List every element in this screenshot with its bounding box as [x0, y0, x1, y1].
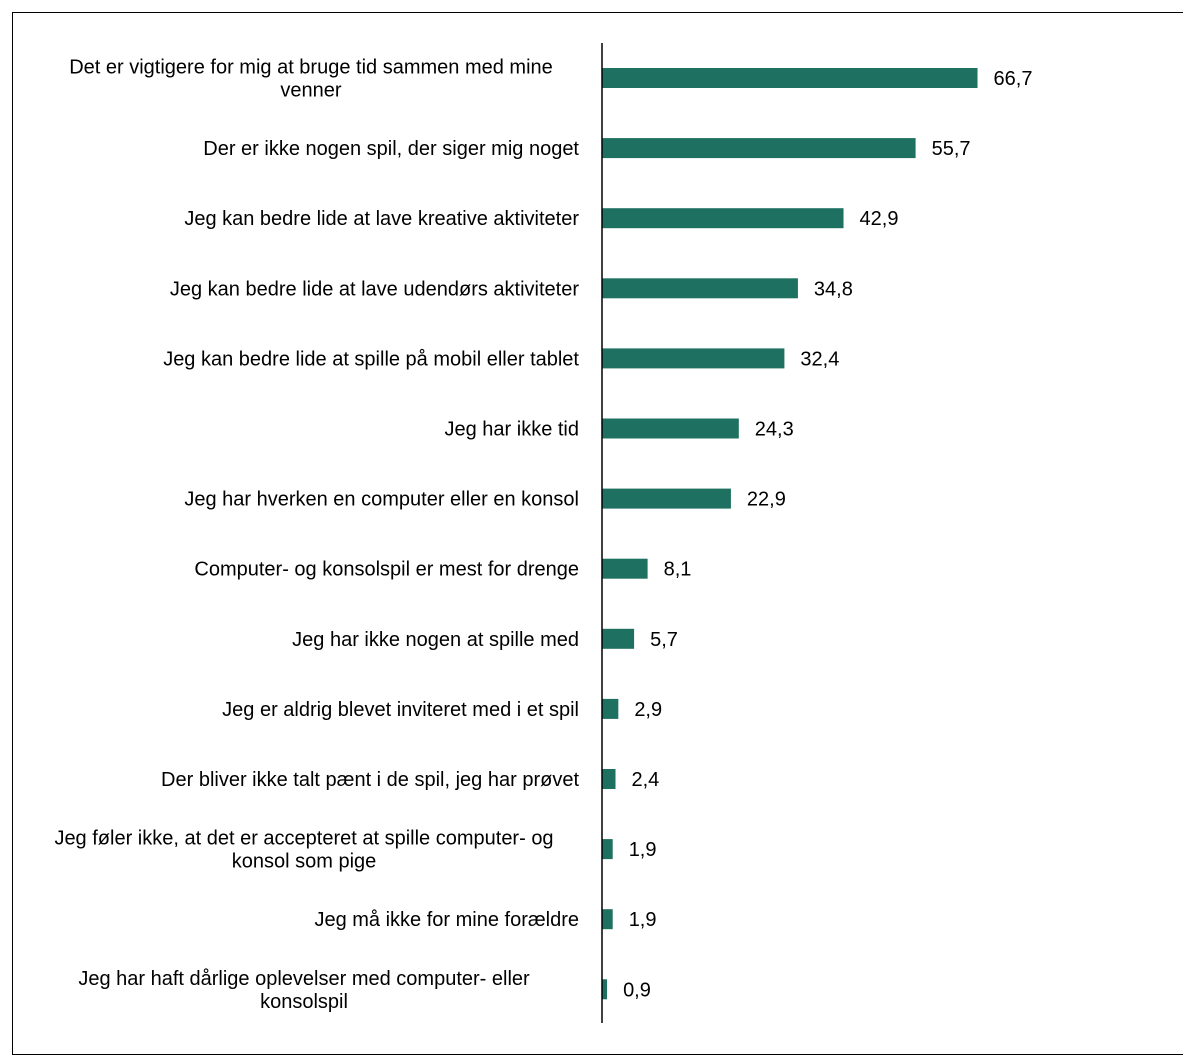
bar	[602, 348, 785, 369]
category-label-line: Det er vigtigere for mig at bruge tid sa…	[69, 57, 553, 79]
bar	[602, 68, 978, 88]
category-label-line: Jeg kan bedre lide at spille på mobil el…	[163, 348, 579, 370]
category-label-line: Der bliver ikke talt pænt i de spil, jeg…	[161, 769, 579, 791]
value-label: 2,9	[634, 699, 662, 721]
category-label-line: Jeg føler ikke, at det er accepteret at …	[54, 828, 553, 850]
value-label: 0,9	[623, 979, 651, 1001]
bar-chart: Det er vigtigere for mig at bruge tid sa…	[54, 43, 1032, 1023]
category-label-line: Jeg har ikke tid	[444, 419, 579, 441]
category-label-line: Computer- og konsolspil er mest for dren…	[194, 559, 579, 581]
value-label: 22,9	[747, 489, 786, 511]
bar	[602, 208, 844, 229]
value-label: 32,4	[800, 348, 839, 370]
value-label: 1,9	[629, 839, 657, 861]
category-label-line: konsol som pige	[232, 851, 377, 873]
category-label-line: Jeg har haft dårlige oplevelser med comp…	[78, 968, 530, 990]
value-label: 34,8	[814, 278, 853, 300]
value-labels: 66,7 55,7 42,9 34,8 32,4 24,3 22,9 8,1 5,7 2,9 2,4…	[623, 68, 1032, 1001]
value-label: 8,1	[664, 559, 692, 581]
category-label: Jeg er aldrig blevet inviteret med i et …	[222, 699, 579, 721]
bar	[602, 138, 916, 159]
category-label-line: Jeg har ikke nogen at spille med	[292, 629, 579, 651]
value-label: 24,3	[755, 419, 794, 441]
bar	[602, 418, 739, 439]
category-label: Der bliver ikke talt pænt i de spil, jeg…	[161, 769, 579, 791]
category-label-line: Jeg må ikke for mine forældre	[314, 909, 579, 931]
category-label: Jeg kan bedre lide at spille på mobil el…	[163, 348, 579, 370]
bar	[602, 698, 619, 719]
category-label: Computer- og konsolspil er mest for dren…	[194, 559, 579, 581]
category-label-line: venner	[280, 80, 341, 102]
bar	[602, 628, 635, 649]
category-label-line: Jeg er aldrig blevet inviteret med i et …	[222, 699, 579, 721]
bar	[602, 488, 731, 509]
category-label-line: Jeg kan bedre lide at lave udendørs akti…	[170, 278, 579, 300]
bars	[602, 68, 978, 1000]
bar	[602, 909, 613, 930]
category-label-line: Jeg har hverken en computer eller en kon…	[184, 489, 579, 511]
category-label-line: Jeg kan bedre lide at lave kreative akti…	[184, 208, 579, 230]
value-label: 5,7	[650, 629, 678, 651]
category-label: Jeg kan bedre lide at lave udendørs akti…	[170, 278, 579, 300]
bar	[602, 979, 608, 1000]
value-label: 55,7	[932, 138, 971, 160]
value-label: 1,9	[629, 909, 657, 931]
category-label-line: Der er ikke nogen spil, der siger mig no…	[203, 138, 579, 160]
category-label: Jeg må ikke for mine forældre	[314, 909, 579, 931]
category-label: Jeg kan bedre lide at lave kreative akti…	[184, 208, 579, 230]
value-label: 2,4	[632, 769, 660, 791]
category-label: Jeg har ikke tid	[444, 419, 579, 441]
bar	[602, 769, 616, 789]
category-label: Jeg føler ikke, at det er accepteret at …	[54, 828, 553, 873]
category-label: Jeg har hverken en computer eller en kon…	[184, 489, 579, 511]
category-label: Jeg har ikke nogen at spille med	[292, 629, 579, 651]
category-label-line: konsolspil	[260, 991, 348, 1013]
bar	[602, 558, 648, 579]
category-label: Det er vigtigere for mig at bruge tid sa…	[69, 57, 553, 102]
bar	[602, 839, 613, 860]
value-label: 42,9	[860, 208, 899, 230]
chart-frame: Det er vigtigere for mig at bruge tid sa…	[12, 12, 1183, 1055]
category-labels: Det er vigtigere for mig at bruge tid sa…	[54, 57, 579, 1013]
category-label: Der er ikke nogen spil, der siger mig no…	[203, 138, 579, 160]
bar	[602, 278, 798, 299]
value-label: 66,7	[994, 68, 1033, 90]
category-label: Jeg har haft dårlige oplevelser med comp…	[78, 968, 530, 1013]
